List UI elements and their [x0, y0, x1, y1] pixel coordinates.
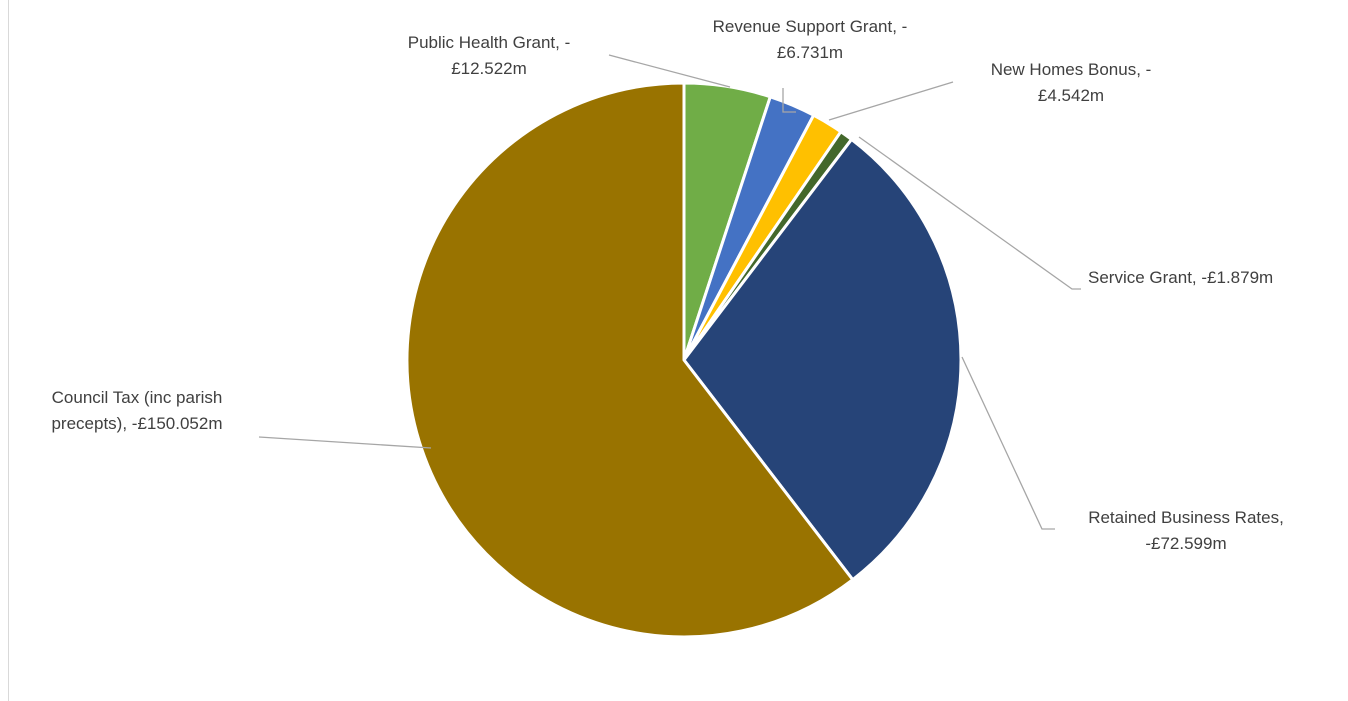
data-label-line: Council Tax (inc parish — [52, 388, 223, 407]
data-label-line: New Homes Bonus, - — [991, 60, 1152, 79]
data-label-new-homes-bonus: New Homes Bonus, - £4.542m — [991, 60, 1152, 105]
data-label-line: £12.522m — [451, 59, 527, 78]
data-label-council-tax-inc-parish-precepts: Council Tax (inc parish precepts), -£150.… — [51, 388, 222, 433]
data-label-line: Retained Business Rates, — [1088, 508, 1284, 527]
data-label-revenue-support-grant: Revenue Support Grant, - £6.731m — [713, 17, 908, 62]
leader-line-council-tax-inc-parish-precepts — [258, 436, 432, 449]
data-label-line: Service Grant, -£1.879m — [1088, 268, 1273, 287]
data-label-public-health-grant: Public Health Grant, - £12.522m — [408, 33, 571, 78]
data-labels: Public Health Grant, - £12.522m Revenue Su… — [51, 17, 1283, 553]
pie-slice-council-tax-inc-parish-precepts — [405, 81, 855, 639]
leader-line-service-grant — [858, 136, 1081, 290]
data-label-line: Revenue Support Grant, - — [713, 17, 908, 36]
data-label-service-grant: Service Grant, -£1.879m — [1088, 268, 1273, 287]
pie-slice-retained-business-rates — [682, 137, 963, 582]
data-label-line: precepts), -£150.052m — [51, 414, 222, 433]
pie-slices — [405, 81, 963, 639]
leader-lines — [258, 54, 1081, 530]
leader-line-new-homes-bonus — [828, 81, 954, 121]
data-label-line: Public Health Grant, - — [408, 33, 571, 52]
leader-line-public-health-grant — [608, 54, 731, 88]
data-label-line: -£72.599m — [1145, 534, 1226, 553]
data-label-retained-business-rates: Retained Business Rates, -£72.599m — [1088, 508, 1284, 553]
data-label-line: £6.731m — [777, 43, 843, 62]
data-label-line: £4.542m — [1038, 86, 1104, 105]
leader-line-revenue-support-grant — [782, 88, 796, 113]
leader-line-retained-business-rates — [961, 356, 1055, 530]
